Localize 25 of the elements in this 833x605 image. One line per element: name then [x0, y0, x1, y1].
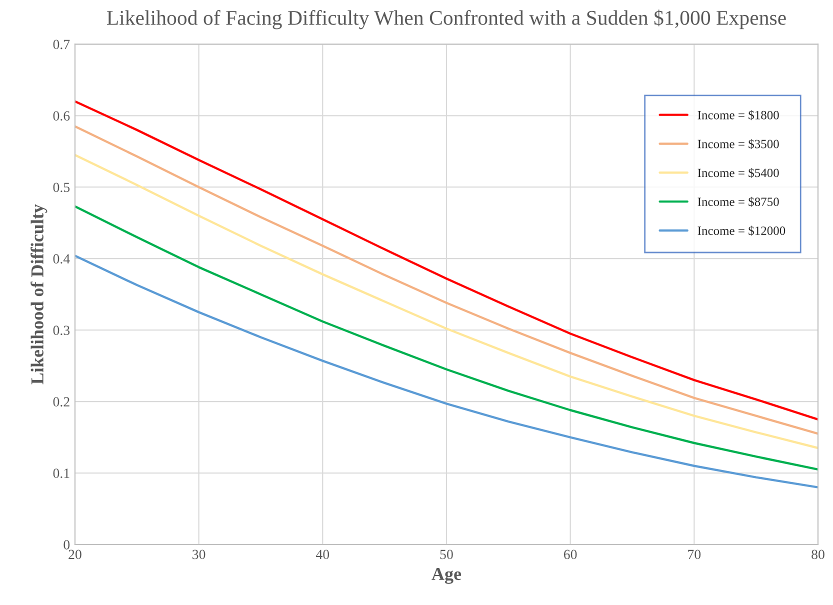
- y-axis-title: Likelihood of Difficulty: [30, 204, 48, 384]
- x-tick-label: 40: [316, 550, 330, 560]
- x-tick-label: 80: [812, 550, 824, 560]
- x-tick-label: 30: [192, 550, 206, 560]
- y-tick-label: 0.6: [53, 111, 70, 121]
- y-tick-label: 0.4: [53, 254, 70, 264]
- legend-label: Income = $5400: [698, 168, 779, 178]
- y-tick-label: 0.2: [53, 397, 70, 407]
- x-axis-title: Age: [432, 568, 462, 584]
- legend-label: Income = $1800: [698, 110, 779, 120]
- y-tick-label: 0.1: [53, 468, 70, 478]
- y-tick-label: 0.5: [53, 182, 70, 192]
- legend-label: Income = $8750: [698, 196, 779, 207]
- y-tick-label: 0: [64, 540, 70, 550]
- legend-label: Income = $12000: [698, 226, 786, 236]
- line-series: [74, 254, 818, 488]
- x-tick-label: 70: [688, 550, 701, 560]
- y-tick-label: 0.7: [53, 40, 70, 50]
- chart-title: Likelihood of Facing Difficulty When Confronted with a Sudden $1,000 Expense: [106, 10, 786, 30]
- legend-label: Income = $3500: [698, 139, 779, 150]
- x-tick-label: 50: [440, 550, 453, 560]
- x-tick-label: 60: [564, 550, 577, 560]
- y-tick-label: 0.3: [53, 326, 70, 336]
- x-tick-label: 20: [68, 550, 82, 560]
- line-series: [74, 205, 818, 471]
